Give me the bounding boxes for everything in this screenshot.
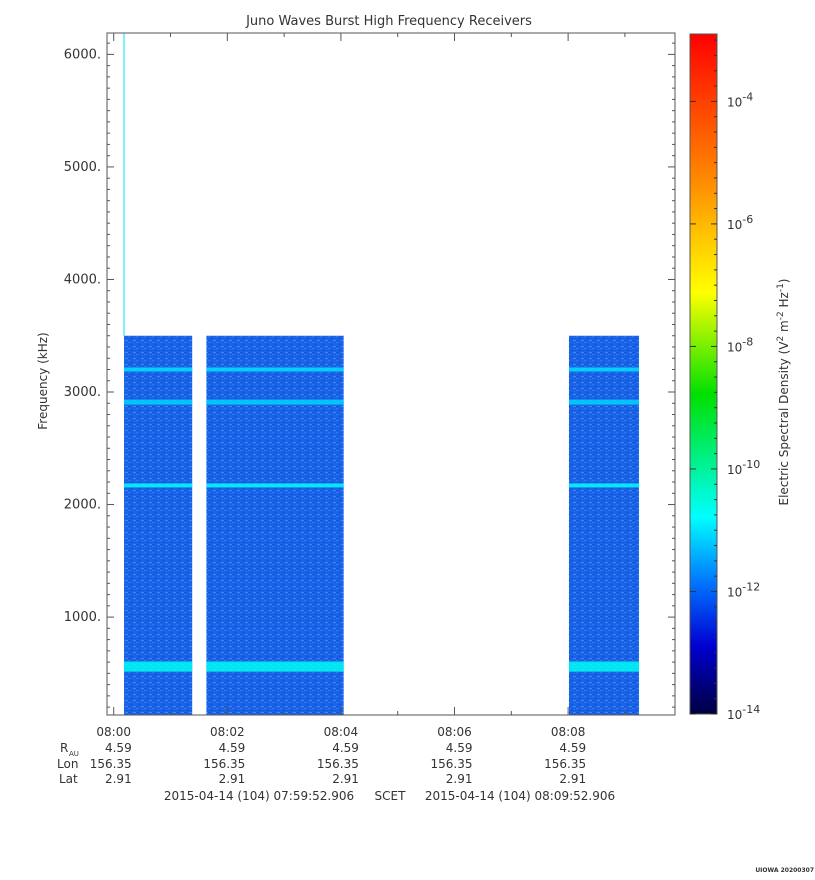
y-tick-label: 3000. — [64, 385, 101, 400]
emission-band-2-block-3 — [568, 483, 640, 488]
ephemeris-r-value: 4.59 — [446, 741, 473, 755]
x-tick-label: 08:04 — [324, 725, 359, 739]
ephemeris-lon-value: 156.35 — [90, 757, 132, 771]
y-tick-label: 1000. — [64, 610, 101, 625]
x-tick-label: 08:02 — [210, 725, 245, 739]
ephemeris-lat-value: 2.91 — [219, 772, 246, 786]
footer-tag: UIOWA 20200307 — [755, 867, 814, 874]
ephemeris-lon-label: Lon — [57, 757, 78, 771]
ephemeris-lat-value: 2.91 — [446, 772, 473, 786]
emission-band-3-block-1 — [124, 399, 193, 405]
y-tick-label: 6000. — [64, 47, 101, 62]
ephemeris-lon-value: 156.35 — [317, 757, 359, 771]
emission-band-1-block-1 — [124, 661, 193, 672]
time-axis: 08:00 08:02 08:04 08:06 08:08 — [96, 33, 626, 739]
emission-band-1-block-2 — [206, 661, 344, 672]
y-tick-label: 2000. — [64, 498, 101, 513]
emission-band-3-block-2 — [206, 399, 344, 405]
time-range-end: 2015-04-14 (104) 08:09:52.906 — [425, 789, 615, 803]
ephemeris-r-value: 4.59 — [332, 741, 359, 755]
emission-band-3-block-3 — [568, 399, 640, 405]
ephemeris-r-label: R — [60, 741, 68, 755]
data-block-3 — [568, 335, 640, 715]
colorbar-tick-label: 10-14 — [727, 703, 760, 722]
ephemeris-lat-value: 2.91 — [332, 772, 359, 786]
data-block-2 — [206, 335, 344, 715]
emission-band-4-block-3 — [568, 367, 640, 372]
y-tick-label: 4000. — [64, 272, 101, 287]
ephemeris-lon-value: 156.35 — [203, 757, 245, 771]
colorbar-tick-label: 10-8 — [727, 335, 753, 354]
ephemeris-lat-label: Lat — [59, 772, 78, 786]
emission-band-1-block-3 — [568, 661, 640, 672]
ephemeris-lon-value: 156.35 — [431, 757, 473, 771]
ephemeris-lat-value: 2.91 — [559, 772, 586, 786]
emission-band-4-block-2 — [206, 367, 344, 372]
colorbar-tick-label: 10-10 — [727, 458, 760, 477]
ephemeris-r-sub: AU — [69, 750, 79, 758]
colorbar — [689, 33, 718, 715]
ephemeris-r-value: 4.59 — [559, 741, 586, 755]
ephemeris-lon-value: 156.35 — [544, 757, 586, 771]
emission-band-2-block-2 — [206, 483, 344, 488]
x-tick-label: 08:06 — [437, 725, 472, 739]
frequency-axis: 1000. 2000. 3000. 4000. 5000. 6000. — [64, 42, 675, 708]
emission-band-4-block-1 — [124, 367, 193, 372]
time-range-start: 2015-04-14 (104) 07:59:52.906 — [164, 789, 354, 803]
colorbar-tick-label: 10-4 — [727, 90, 753, 109]
ephemeris-r-value: 4.59 — [105, 741, 132, 755]
y-tick-label: 5000. — [64, 160, 101, 175]
data-block-1 — [124, 335, 193, 715]
ephemeris-table: R AULonLat4.59156.352.914.59156.352.914.5… — [57, 741, 586, 786]
colorbar-label: Electric Spectral Density (V2 m-2 Hz-1) — [776, 278, 791, 505]
colorbar-tick-label: 10-12 — [727, 580, 760, 599]
colorbar-tick-label: 10-6 — [727, 213, 753, 232]
emission-band-2-block-1 — [124, 483, 193, 488]
x-tick-label: 08:00 — [96, 725, 131, 739]
ephemeris-r-value: 4.59 — [219, 741, 246, 755]
spectrogram-data — [123, 33, 640, 715]
chart-title: Juno Waves Burst High Frequency Receiver… — [245, 14, 532, 29]
ephemeris-lat-value: 2.91 — [105, 772, 132, 786]
time-range-label: SCET — [375, 789, 407, 803]
colorbar-axis: 10-4 10-6 10-8 10-10 10-12 10-14 — [690, 39, 760, 722]
y-axis-label: Frequency (kHz) — [36, 332, 50, 429]
plot-frame — [106, 32, 676, 716]
x-tick-label: 08:08 — [551, 725, 586, 739]
